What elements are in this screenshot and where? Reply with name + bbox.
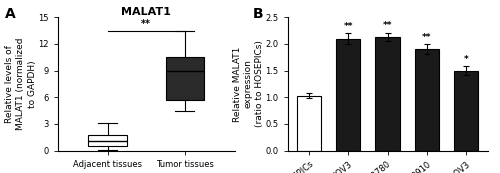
Bar <box>376 37 400 151</box>
Title: MALAT1: MALAT1 <box>122 7 171 17</box>
Bar <box>414 49 439 151</box>
Text: **: ** <box>344 22 353 31</box>
Y-axis label: Relative MALAT1
expression
(ratio to HOSEPICs): Relative MALAT1 expression (ratio to HOS… <box>233 40 264 127</box>
Text: **: ** <box>383 21 392 30</box>
Text: **: ** <box>422 33 432 42</box>
PathPatch shape <box>88 135 127 146</box>
Bar <box>297 96 321 151</box>
Text: *: * <box>464 55 468 64</box>
Bar <box>336 39 360 151</box>
Bar <box>454 71 478 151</box>
Text: A: A <box>5 7 16 21</box>
Y-axis label: Relative levels of
MALAT1 (normalized
to GAPDH): Relative levels of MALAT1 (normalized to… <box>6 38 36 130</box>
Text: B: B <box>252 7 263 21</box>
Text: **: ** <box>142 19 151 29</box>
PathPatch shape <box>166 57 204 100</box>
